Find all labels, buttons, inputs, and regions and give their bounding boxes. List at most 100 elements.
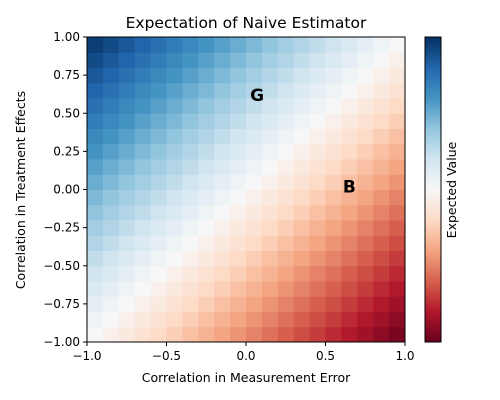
heatmap-cell xyxy=(357,98,374,114)
heatmap-cell xyxy=(102,82,120,99)
heatmap-cell xyxy=(134,98,152,114)
heatmap-cell xyxy=(246,204,263,221)
heatmap-cell xyxy=(87,265,104,282)
heatmap-cell xyxy=(214,220,231,236)
heatmap-cell xyxy=(341,67,358,84)
heatmap-cell xyxy=(246,159,263,175)
heatmap-cell xyxy=(150,174,167,190)
heatmap-cell xyxy=(325,204,342,221)
heatmap-cell xyxy=(293,220,311,236)
heatmap-cell xyxy=(277,143,295,160)
heatmap-cell xyxy=(230,250,247,267)
heatmap-cell xyxy=(389,326,406,343)
heatmap-cell xyxy=(341,52,358,68)
heatmap-cell xyxy=(325,143,342,160)
heatmap-cell xyxy=(261,265,279,282)
heatmap-cell xyxy=(261,235,279,251)
heatmap-cell xyxy=(261,143,279,160)
x-tick-label: −1.0 xyxy=(72,349,101,363)
heatmap-cell xyxy=(357,189,374,206)
heatmap-cell xyxy=(341,204,358,221)
y-tick-label: −1.00 xyxy=(43,335,80,349)
heatmap-cell xyxy=(325,128,342,145)
heatmap-cell xyxy=(357,143,374,160)
heatmap-cell xyxy=(277,52,295,68)
heatmap-cell xyxy=(118,98,136,114)
heatmap-cell xyxy=(118,143,136,160)
heatmap-cell xyxy=(246,37,263,53)
heatmap-cell xyxy=(198,296,215,312)
heatmap-cell xyxy=(166,159,183,175)
heatmap-cell xyxy=(261,52,279,68)
heatmap-cell xyxy=(309,265,326,282)
heatmap-cell xyxy=(373,159,390,175)
heatmap-cell xyxy=(293,52,311,68)
heatmap-cell xyxy=(293,67,311,84)
heatmap-cell xyxy=(134,265,152,282)
heatmap-cell xyxy=(325,174,342,190)
heatmap-cell xyxy=(134,37,152,53)
heatmap-cell xyxy=(309,204,326,221)
heatmap-cell xyxy=(246,220,263,236)
heatmap-cell xyxy=(214,37,231,53)
heatmap-cell xyxy=(198,220,215,236)
heatmap-cell xyxy=(198,128,215,145)
heatmap-cell xyxy=(134,220,152,236)
heatmap-cell xyxy=(277,204,295,221)
heatmap-cell xyxy=(261,326,279,343)
heatmap-cell xyxy=(102,174,120,190)
heatmap-cell xyxy=(325,311,342,328)
heatmap-cell xyxy=(277,265,295,282)
annotation-b: B xyxy=(343,177,356,197)
heatmap-cell xyxy=(261,98,279,114)
heatmap-cell xyxy=(293,189,311,206)
heatmap-cell xyxy=(118,281,136,297)
heatmap-cell xyxy=(357,113,374,129)
heatmap-cell xyxy=(261,281,279,297)
heatmap-cell xyxy=(309,235,326,251)
y-axis-label: Correlation in Treatment Effects xyxy=(13,91,28,289)
heatmap-cell xyxy=(198,250,215,267)
heatmap-cell xyxy=(182,67,199,84)
heatmap-cell xyxy=(214,113,231,129)
heatmap-cell xyxy=(230,326,247,343)
heatmap-cell xyxy=(373,204,390,221)
heatmap-cell xyxy=(293,82,311,99)
heatmap-cell xyxy=(341,281,358,297)
heatmap-cell xyxy=(341,250,358,267)
heatmap-cell xyxy=(309,98,326,114)
heatmap-cell xyxy=(277,311,295,328)
heatmap-cell xyxy=(309,82,326,99)
heatmap-cell xyxy=(214,311,231,328)
chart-title: Expectation of Naive Estimator xyxy=(126,14,367,32)
heatmap-cell xyxy=(150,37,167,53)
heatmap-cell xyxy=(182,326,199,343)
heatmap-cell xyxy=(150,281,167,297)
heatmap-cell xyxy=(230,159,247,175)
heatmap-cell xyxy=(214,296,231,312)
heatmap-cell xyxy=(134,113,152,129)
heatmap-cell xyxy=(150,311,167,328)
heatmap-cell xyxy=(230,98,247,114)
heatmap-cell xyxy=(230,311,247,328)
heatmap-cell xyxy=(373,52,390,68)
heatmap-cell xyxy=(87,113,104,129)
heatmap-cell xyxy=(373,37,390,53)
heatmap-cell xyxy=(261,82,279,99)
heatmap-cell xyxy=(87,82,104,99)
heatmap-cell xyxy=(118,128,136,145)
y-tick-label: 0.00 xyxy=(53,183,80,197)
heatmap-cell xyxy=(150,296,167,312)
heatmap-cell xyxy=(182,128,199,145)
heatmap-cell xyxy=(87,235,104,251)
heatmap-cell xyxy=(389,204,406,221)
heatmap-cell xyxy=(325,159,342,175)
heatmap-cell xyxy=(341,82,358,99)
heatmap-cell xyxy=(261,220,279,236)
heatmap-cell xyxy=(293,311,311,328)
heatmap-cell xyxy=(198,67,215,84)
heatmap-cell xyxy=(341,37,358,53)
heatmap-cell xyxy=(166,52,183,68)
heatmap-cell xyxy=(246,281,263,297)
